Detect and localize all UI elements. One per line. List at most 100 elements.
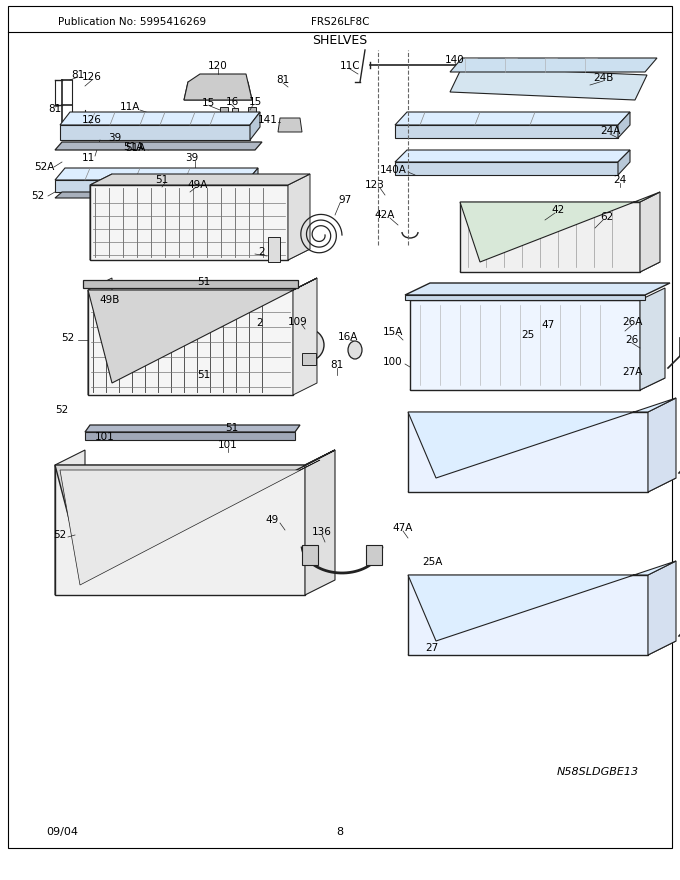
Polygon shape bbox=[288, 174, 310, 260]
Text: 49B: 49B bbox=[100, 295, 120, 305]
Polygon shape bbox=[90, 185, 288, 260]
Polygon shape bbox=[55, 465, 305, 595]
Text: 101: 101 bbox=[95, 432, 115, 442]
Bar bbox=[268, 237, 280, 262]
Text: 11A: 11A bbox=[120, 102, 140, 112]
Polygon shape bbox=[618, 150, 630, 175]
Polygon shape bbox=[408, 561, 676, 641]
Polygon shape bbox=[60, 112, 260, 125]
Text: 24A: 24A bbox=[600, 126, 620, 136]
Polygon shape bbox=[184, 74, 252, 100]
Text: 136: 136 bbox=[312, 527, 332, 537]
Polygon shape bbox=[55, 450, 85, 595]
Polygon shape bbox=[410, 378, 665, 390]
Bar bbox=[232, 108, 238, 114]
Polygon shape bbox=[395, 112, 630, 125]
Text: 62: 62 bbox=[600, 212, 613, 222]
Text: 16A: 16A bbox=[338, 332, 358, 342]
Text: 52: 52 bbox=[61, 333, 75, 343]
Polygon shape bbox=[450, 67, 647, 100]
Bar bbox=[83, 280, 298, 288]
Text: 11: 11 bbox=[82, 153, 95, 163]
Polygon shape bbox=[648, 561, 676, 655]
Polygon shape bbox=[60, 460, 320, 585]
Text: 101: 101 bbox=[218, 440, 238, 450]
Text: 100: 100 bbox=[384, 357, 403, 367]
Polygon shape bbox=[248, 168, 258, 192]
Polygon shape bbox=[305, 450, 335, 595]
Polygon shape bbox=[408, 478, 676, 492]
Text: 51: 51 bbox=[155, 175, 169, 185]
Text: 97: 97 bbox=[339, 195, 352, 205]
Text: 24: 24 bbox=[613, 175, 627, 185]
Polygon shape bbox=[408, 398, 676, 478]
Polygon shape bbox=[60, 125, 250, 140]
Polygon shape bbox=[88, 278, 112, 395]
Polygon shape bbox=[450, 58, 657, 72]
Text: 39: 39 bbox=[186, 153, 199, 163]
Polygon shape bbox=[460, 262, 660, 272]
Text: 81: 81 bbox=[276, 75, 290, 85]
Text: 126: 126 bbox=[82, 72, 102, 82]
Polygon shape bbox=[405, 295, 645, 300]
Polygon shape bbox=[460, 192, 660, 262]
Polygon shape bbox=[55, 142, 262, 150]
Polygon shape bbox=[618, 112, 630, 138]
Text: 15: 15 bbox=[248, 97, 262, 107]
Polygon shape bbox=[85, 432, 295, 440]
Ellipse shape bbox=[268, 234, 280, 240]
Text: 51: 51 bbox=[197, 277, 211, 287]
Text: 109: 109 bbox=[288, 317, 308, 327]
Text: 81: 81 bbox=[48, 104, 62, 114]
Polygon shape bbox=[184, 82, 252, 100]
Text: 51: 51 bbox=[197, 370, 211, 380]
Polygon shape bbox=[395, 150, 630, 162]
Polygon shape bbox=[55, 192, 265, 198]
Text: 52: 52 bbox=[31, 191, 45, 201]
Text: 140: 140 bbox=[445, 55, 465, 65]
Text: 120: 120 bbox=[208, 61, 228, 71]
Polygon shape bbox=[55, 180, 248, 192]
Bar bbox=[248, 107, 256, 117]
Text: 51: 51 bbox=[225, 423, 239, 433]
Polygon shape bbox=[88, 278, 317, 383]
Text: SHELVES: SHELVES bbox=[312, 33, 368, 47]
Bar bbox=[268, 310, 280, 332]
Text: 2: 2 bbox=[258, 247, 265, 257]
Polygon shape bbox=[90, 249, 310, 260]
Text: 123: 123 bbox=[365, 180, 385, 190]
Text: 2: 2 bbox=[256, 318, 263, 328]
Text: 11C: 11C bbox=[340, 61, 360, 71]
Text: 15: 15 bbox=[201, 98, 215, 108]
Polygon shape bbox=[85, 425, 300, 432]
Polygon shape bbox=[640, 288, 665, 390]
Text: 47: 47 bbox=[541, 320, 555, 330]
Polygon shape bbox=[88, 290, 293, 395]
Text: 140A: 140A bbox=[379, 165, 407, 175]
Text: N58SLDGBE13: N58SLDGBE13 bbox=[557, 767, 639, 777]
Text: 26: 26 bbox=[626, 335, 639, 345]
Text: 141: 141 bbox=[258, 115, 278, 125]
Bar bbox=[302, 545, 318, 565]
Text: 81: 81 bbox=[330, 360, 343, 370]
Bar bbox=[366, 545, 382, 565]
Text: 27: 27 bbox=[426, 643, 439, 653]
Polygon shape bbox=[408, 575, 648, 655]
Text: 15A: 15A bbox=[383, 327, 403, 337]
Polygon shape bbox=[278, 118, 302, 132]
Text: 8: 8 bbox=[337, 827, 343, 837]
Text: 26A: 26A bbox=[622, 317, 642, 327]
Text: 52A: 52A bbox=[34, 162, 54, 172]
Ellipse shape bbox=[348, 341, 362, 359]
Text: 51A: 51A bbox=[123, 142, 143, 152]
Text: 42A: 42A bbox=[375, 210, 395, 220]
Text: 42: 42 bbox=[551, 205, 564, 215]
Text: 39: 39 bbox=[108, 133, 122, 143]
Polygon shape bbox=[408, 412, 648, 492]
Polygon shape bbox=[460, 202, 640, 272]
Polygon shape bbox=[640, 192, 660, 272]
Polygon shape bbox=[90, 174, 310, 185]
Polygon shape bbox=[90, 174, 112, 260]
Text: 09/04: 09/04 bbox=[46, 827, 78, 837]
Text: 24B: 24B bbox=[593, 73, 613, 83]
